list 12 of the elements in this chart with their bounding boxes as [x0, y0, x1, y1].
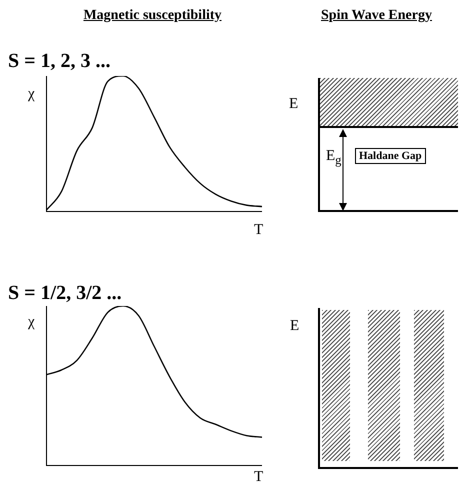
x-axis-title: T [254, 469, 264, 486]
text: E$_{g}$ [326, 148, 342, 168]
text: Haldane Gap [355, 148, 426, 164]
chart-subtitle: S = 1/2, 3/2 ... [8, 282, 122, 305]
text: E [290, 318, 300, 335]
text: Spin Wave Energy [320, 8, 433, 24]
x-axis-title: T [254, 222, 264, 239]
y-axis-title: χ [28, 314, 35, 331]
text: E [289, 96, 298, 113]
y-axis-title: χ [28, 86, 35, 103]
chart-title: Magnetic susceptibility [82, 8, 223, 24]
chart-subtitle: S = 1, 2, 3 ... [8, 50, 111, 73]
